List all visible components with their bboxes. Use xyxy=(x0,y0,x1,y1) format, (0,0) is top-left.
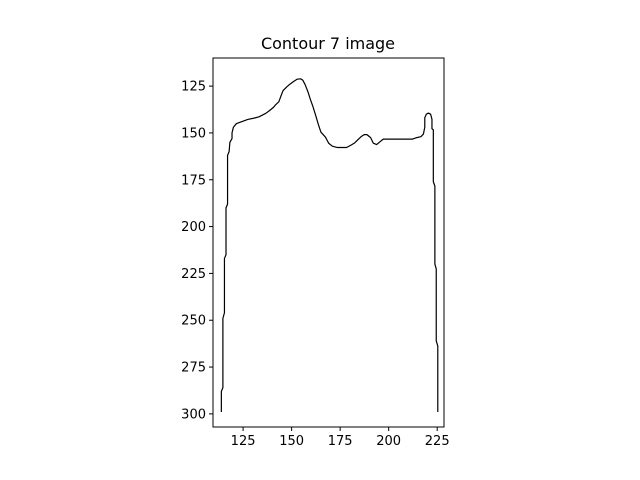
x-tick-label: 175 xyxy=(328,434,353,449)
y-tick-label: 275 xyxy=(181,361,206,376)
chart-title: Contour 7 image xyxy=(261,34,395,53)
y-tick-label: 125 xyxy=(181,80,206,95)
y-axis: 125 150 175 200 225 250 275 300 xyxy=(181,80,213,422)
axes-frame xyxy=(212,57,445,428)
x-tick-label: 200 xyxy=(376,434,401,449)
x-axis: 125 150 175 200 225 xyxy=(231,427,450,449)
contour-line xyxy=(220,78,439,413)
x-tick-label: 225 xyxy=(425,434,450,449)
x-tick-label: 125 xyxy=(231,434,256,449)
y-tick-label: 175 xyxy=(181,173,206,188)
plot-area xyxy=(220,78,439,413)
y-tick-label: 225 xyxy=(181,267,206,282)
y-tick-label: 250 xyxy=(181,314,206,329)
y-tick-label: 300 xyxy=(181,407,206,422)
y-tick-label: 200 xyxy=(181,220,206,235)
x-tick-label: 150 xyxy=(279,434,304,449)
y-tick-label: 150 xyxy=(181,126,206,141)
